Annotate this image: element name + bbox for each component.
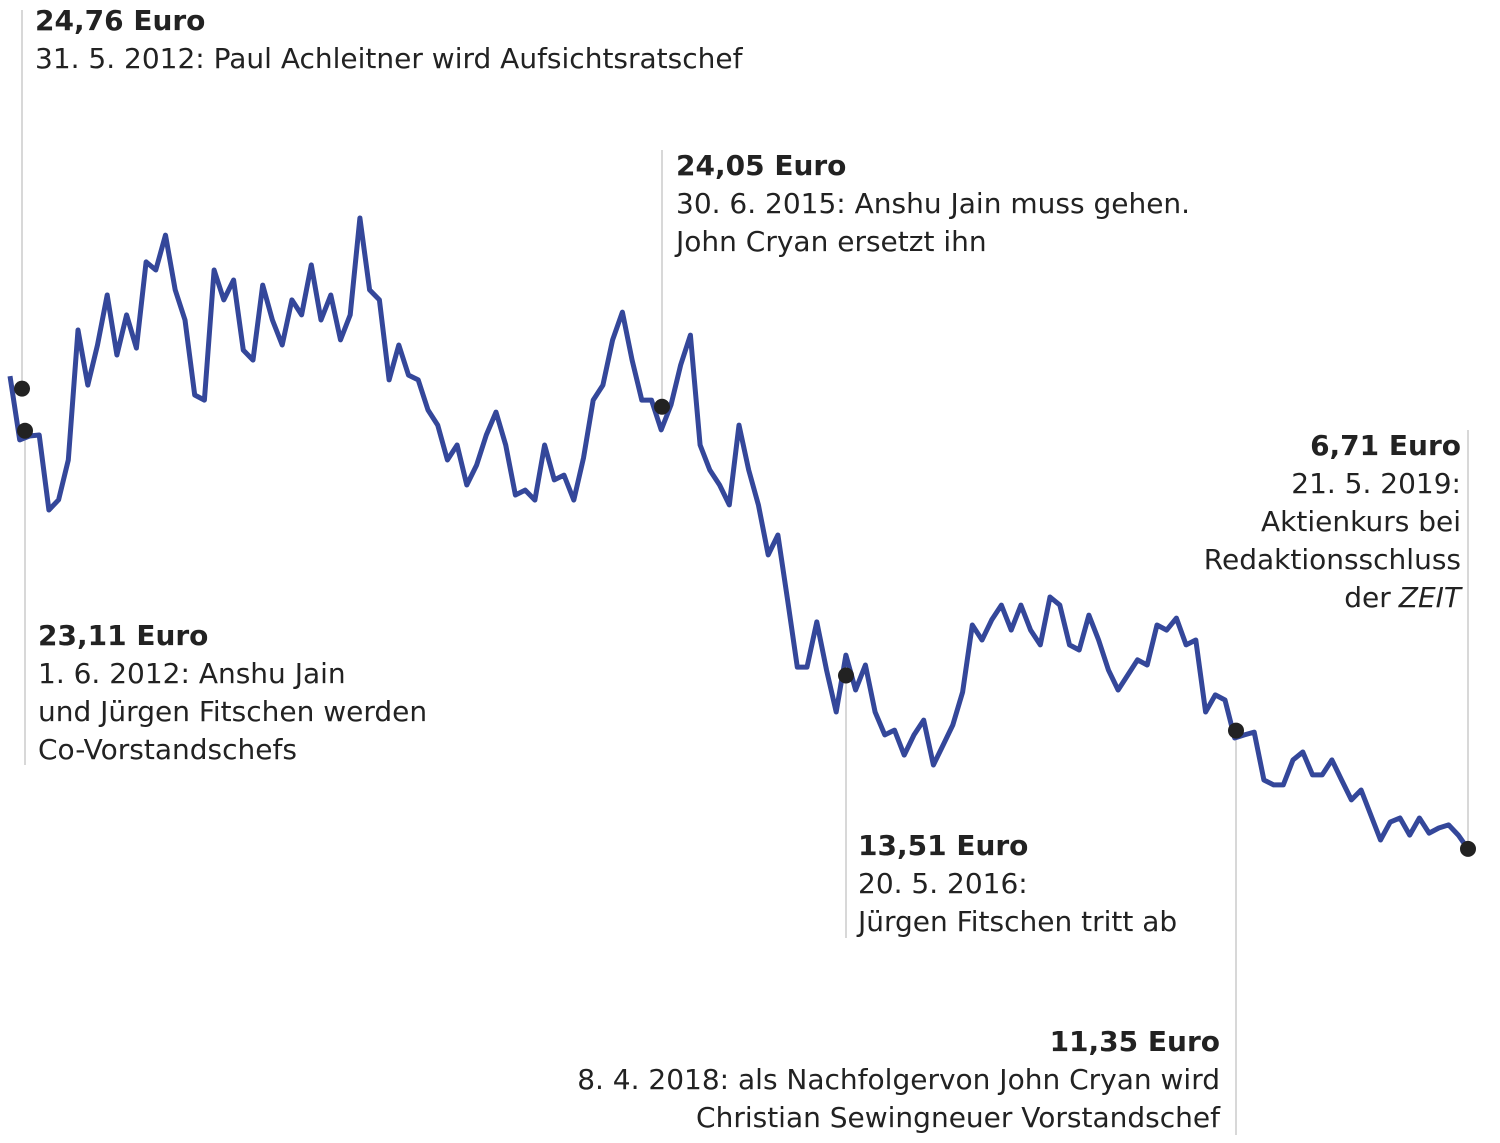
event-dot: [1460, 840, 1476, 857]
event-text: Christian Sewingneuer Vorstandschef: [696, 1101, 1221, 1134]
event-text-part: der: [1344, 581, 1391, 614]
event-text: 21. 5. 2019:: [1291, 467, 1461, 500]
event-value: 6,71 Euro: [1310, 429, 1461, 462]
event-text-italic: ZEIT: [1398, 581, 1463, 614]
price-line: [7, 215, 1471, 851]
event-dot: [1228, 722, 1244, 739]
event-dot: [14, 380, 30, 397]
event-text: 20. 5. 2016:: [858, 867, 1028, 900]
event-text: Jürgen Fitschen tritt ab: [856, 905, 1177, 938]
event-dot: [654, 398, 670, 415]
event-dot: [17, 422, 33, 439]
event-value: 11,35 Euro: [1050, 1025, 1220, 1058]
event-value: 13,51 Euro: [858, 829, 1028, 862]
event-text: 1. 6. 2012: Anshu Jain: [38, 657, 346, 690]
event-text: 30. 6. 2015: Anshu Jain muss gehen.: [676, 187, 1190, 220]
event-value: 24,05 Euro: [676, 149, 846, 182]
event-text: 31. 5. 2012: Paul Achleitner wird Aufsic…: [35, 42, 744, 75]
event-text: und Jürgen Fitschen werden: [38, 695, 427, 728]
event-dot: [838, 667, 854, 684]
event-value: 23,11 Euro: [38, 619, 208, 652]
event-text: 8. 4. 2018: als Nachfolgervon John Cryan…: [577, 1063, 1220, 1096]
event-text: der ZEIT: [1344, 581, 1463, 614]
event-text: Aktienkurs bei: [1261, 505, 1461, 538]
event-value: 24,76 Euro: [35, 4, 205, 37]
event-text: Co-Vorstandschefs: [38, 733, 297, 766]
event-text: Redaktionsschluss: [1204, 543, 1461, 576]
event-text: John Cryan ersetzt ihn: [674, 225, 987, 258]
